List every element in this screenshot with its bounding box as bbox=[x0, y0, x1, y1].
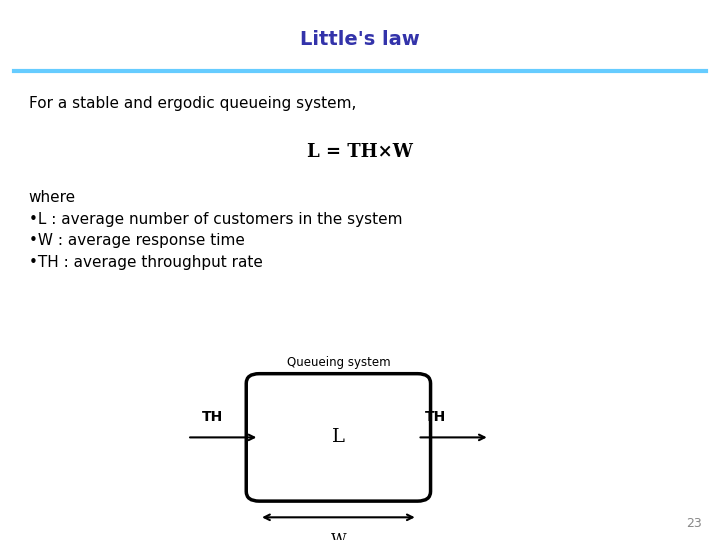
Text: W: W bbox=[330, 533, 346, 540]
Text: L: L bbox=[332, 428, 345, 447]
Text: •L : average number of customers in the system: •L : average number of customers in the … bbox=[29, 212, 402, 227]
Text: TH: TH bbox=[425, 410, 446, 424]
Text: •W : average response time: •W : average response time bbox=[29, 233, 245, 248]
Text: Queueing system: Queueing system bbox=[287, 356, 390, 369]
Text: 23: 23 bbox=[686, 517, 702, 530]
Text: L = TH×W: L = TH×W bbox=[307, 143, 413, 161]
Text: For a stable and ergodic queueing system,: For a stable and ergodic queueing system… bbox=[29, 96, 356, 111]
Text: Little's law: Little's law bbox=[300, 30, 420, 49]
Text: •TH : average throughput rate: •TH : average throughput rate bbox=[29, 255, 263, 270]
Text: where: where bbox=[29, 190, 76, 205]
FancyBboxPatch shape bbox=[246, 374, 431, 501]
Text: TH: TH bbox=[202, 410, 223, 424]
